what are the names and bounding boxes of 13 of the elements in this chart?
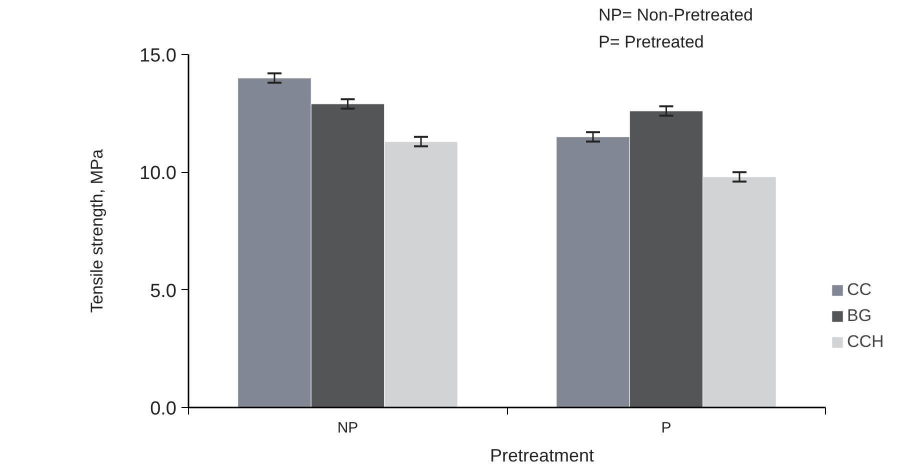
y-tick-label: 5.0 — [150, 280, 177, 302]
y-tick-label: 15.0 — [140, 46, 177, 66]
legend-label: CCH — [847, 332, 884, 352]
y-tick-label: 10.0 — [140, 163, 177, 184]
y-axis-title: Tensile strength, MPa — [88, 148, 107, 313]
text: NP= Non-Pretreated — [598, 6, 753, 24]
y-tick-label: 0.0 — [150, 398, 177, 420]
x-tick-label: NP — [337, 420, 358, 436]
x-axis-title: Pretreatment — [490, 446, 594, 466]
text: P= Pretreated — [598, 32, 704, 52]
legend-label: BG — [847, 306, 872, 326]
x-tick-label: P — [661, 420, 672, 436]
legend-label: CC — [847, 280, 872, 300]
